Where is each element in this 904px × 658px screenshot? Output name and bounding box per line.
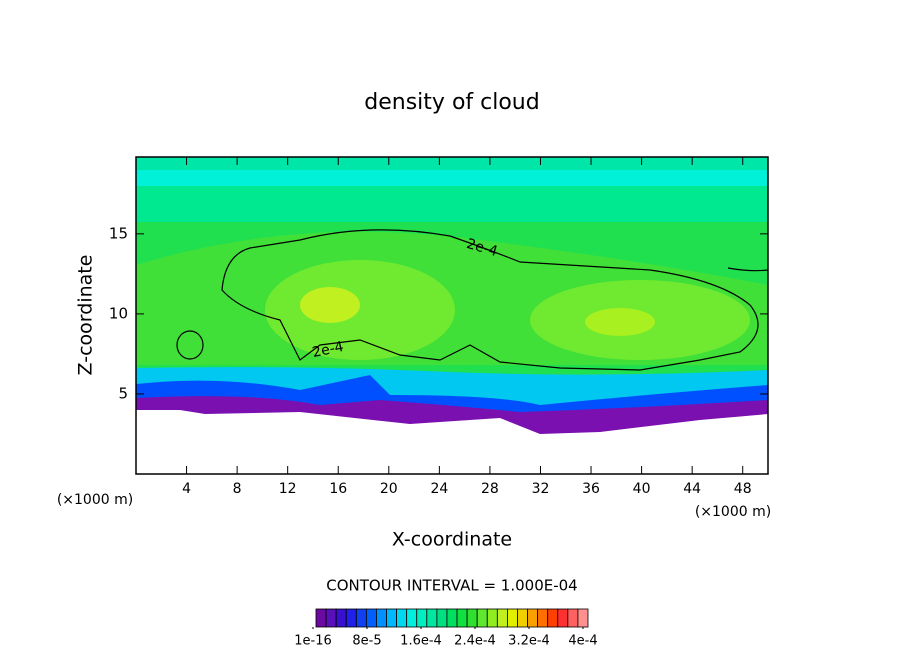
x-tick-label: 32 bbox=[532, 481, 550, 497]
colorbar-swatch bbox=[376, 608, 387, 628]
contour-field bbox=[136, 157, 768, 474]
colorbar-swatch bbox=[345, 608, 357, 628]
contour-interval: CONTOUR INTERVAL = 1.000E-04 bbox=[326, 577, 577, 595]
colorbar-swatch bbox=[386, 608, 397, 628]
colorbar-swatch bbox=[426, 608, 438, 628]
colorbar-swatch bbox=[547, 608, 559, 628]
colorbar-swatch bbox=[355, 608, 367, 628]
colorbar-tick-label: 2.4e-4 bbox=[454, 634, 496, 649]
colorbar-swatch bbox=[496, 608, 508, 628]
colorbar-swatch bbox=[517, 608, 528, 628]
colorbar-tick-label: 3.2e-4 bbox=[508, 634, 550, 649]
colorbar-swatch bbox=[567, 608, 579, 628]
x-tick-label: 20 bbox=[380, 481, 398, 497]
x-unit-label: (×1000 m) bbox=[57, 492, 133, 508]
colorbar-swatch bbox=[315, 608, 327, 628]
contour-label: 2e-4 bbox=[311, 339, 345, 361]
x-tick-label: 4 bbox=[182, 481, 191, 497]
colorbar-swatch bbox=[466, 608, 478, 628]
colorbar-tick-label: 4e-4 bbox=[568, 634, 597, 649]
x-tick-label: 12 bbox=[279, 481, 297, 497]
x-tick-label: 40 bbox=[633, 481, 651, 497]
colorbar-swatch bbox=[577, 608, 589, 628]
colorbar-tick-label: 1e-16 bbox=[294, 634, 332, 649]
x-tick-label: 48 bbox=[734, 481, 752, 497]
x-tick-label: 36 bbox=[582, 481, 600, 497]
colorbar-swatch bbox=[406, 608, 418, 628]
colorbar-swatch bbox=[396, 608, 408, 628]
x-tick-label: 24 bbox=[430, 481, 448, 497]
x-axis-label: X-coordinate bbox=[392, 529, 512, 551]
colorbar-swatch bbox=[416, 608, 428, 628]
colorbar-swatch bbox=[476, 608, 488, 628]
colorbar-swatch bbox=[436, 608, 448, 628]
colorbar-tick-label: 1.6e-4 bbox=[400, 634, 442, 649]
x-tick-label: 8 bbox=[233, 481, 242, 497]
colorbar-swatch bbox=[456, 608, 468, 628]
y-axis-label: Z-coordinate bbox=[75, 255, 97, 376]
colorbar-swatch bbox=[365, 608, 377, 628]
chart-title: density of cloud bbox=[364, 90, 539, 115]
colorbar-swatch bbox=[527, 608, 539, 628]
x-tick-label: 16 bbox=[329, 481, 347, 497]
colorbar-swatch bbox=[537, 608, 549, 628]
y-tick-label: 15 bbox=[109, 224, 128, 242]
colorbar-swatch bbox=[446, 608, 458, 628]
x-unit-label: (×1000 m) bbox=[695, 504, 771, 520]
colorbar-swatch bbox=[486, 608, 498, 628]
colorbar-swatch bbox=[335, 608, 347, 628]
colorbar-swatch bbox=[507, 608, 518, 628]
y-tick-label: 5 bbox=[118, 384, 128, 402]
plot-frame bbox=[135, 156, 769, 475]
y-tick-label: 10 bbox=[109, 304, 128, 322]
colorbar-tick-label: 8e-5 bbox=[352, 634, 381, 649]
colorbar-swatch bbox=[325, 608, 337, 628]
x-tick-label: 28 bbox=[481, 481, 499, 497]
colorbar-swatch bbox=[557, 608, 569, 628]
x-tick-label: 44 bbox=[683, 481, 701, 497]
